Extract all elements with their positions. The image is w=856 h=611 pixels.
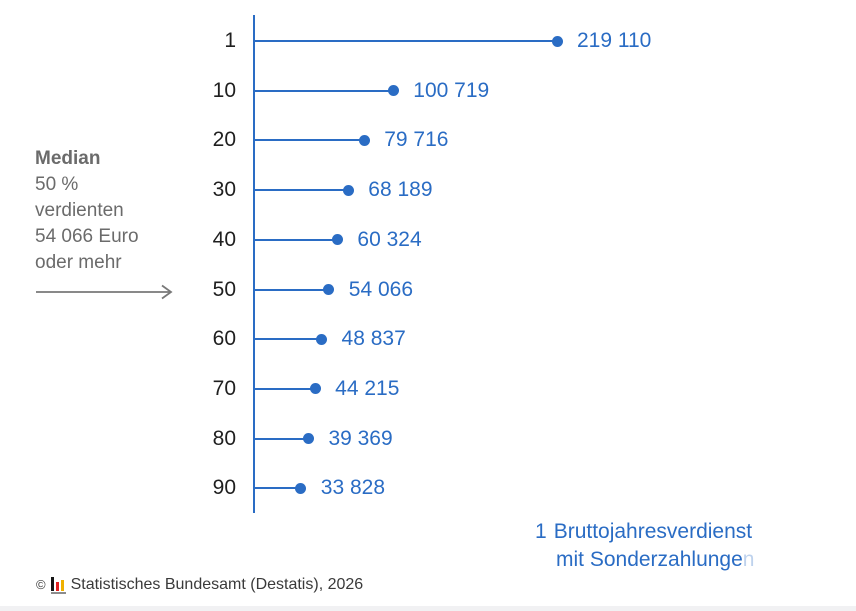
page-edge-strip bbox=[0, 606, 856, 611]
right-arrow-icon bbox=[35, 282, 205, 308]
annotation-title: Median bbox=[35, 148, 101, 169]
logo-bar-red bbox=[55, 582, 60, 591]
category-label: 60 bbox=[212, 327, 236, 351]
copyright-text: Statistisches Bundesamt (Destatis), 2026 bbox=[70, 576, 364, 593]
annotation-line: verdienten bbox=[35, 200, 124, 221]
value-label: 54 066 bbox=[348, 277, 413, 301]
data-point-dot bbox=[295, 482, 307, 494]
data-point-dot bbox=[316, 333, 328, 345]
data-point-dot bbox=[358, 134, 370, 146]
data-point-dot bbox=[551, 35, 563, 47]
footnote-line-2: mit Sonderzahlungen bbox=[556, 546, 754, 574]
lollipop-line bbox=[254, 387, 316, 390]
category-label: 30 bbox=[212, 178, 236, 202]
annotation-line: 54 066 Euro bbox=[35, 226, 139, 247]
category-label: 80 bbox=[212, 426, 236, 450]
value-label: 44 215 bbox=[335, 376, 400, 400]
logo-underline bbox=[50, 592, 66, 594]
category-label: 50 bbox=[212, 277, 236, 301]
value-label: 100 719 bbox=[413, 78, 490, 102]
value-label: 219 110 bbox=[577, 29, 652, 52]
footnote-line-1: 1 Bruttojahresverdienst bbox=[535, 518, 754, 546]
value-label: 39 369 bbox=[328, 426, 393, 450]
data-point-dot bbox=[302, 433, 314, 445]
data-point-dot bbox=[309, 383, 321, 395]
lollipop-line bbox=[254, 139, 365, 142]
category-label: 10 bbox=[212, 78, 236, 102]
annotation-line: 50 % bbox=[35, 174, 79, 195]
destatis-bar-chart-icon bbox=[50, 576, 66, 594]
copyright-line: © Statistisches Bundesamt (Destatis), 20… bbox=[36, 576, 363, 594]
value-label: 68 189 bbox=[368, 178, 433, 202]
data-point-dot bbox=[387, 85, 399, 97]
category-label: 90 bbox=[212, 476, 236, 500]
lollipop-line bbox=[254, 238, 338, 241]
lollipop-line bbox=[254, 288, 329, 291]
category-label: 40 bbox=[212, 227, 236, 251]
value-label: 79 716 bbox=[384, 128, 449, 152]
lollipop-line bbox=[254, 437, 309, 440]
value-label: 48 837 bbox=[341, 327, 406, 351]
footnote-text-2: mit Sonderzahlunge bbox=[556, 548, 743, 571]
footnote-clipped-char: n bbox=[742, 548, 755, 571]
value-label: 33 828 bbox=[320, 476, 385, 500]
value-label: 60 324 bbox=[357, 227, 422, 251]
median-annotation: Median 50 % verdienten 54 066 Euro oder … bbox=[35, 146, 205, 308]
category-label: 20 bbox=[212, 128, 236, 152]
data-point-dot bbox=[342, 184, 354, 196]
lollipop-line bbox=[254, 89, 394, 92]
copyright-symbol: © bbox=[36, 577, 46, 592]
logo-bar-black bbox=[50, 577, 55, 591]
category-label: 1 bbox=[224, 29, 236, 52]
logo-bar-gold bbox=[60, 579, 65, 591]
footnote-text-1: Bruttojahresverdienst bbox=[553, 520, 753, 543]
category-axis-line bbox=[253, 15, 255, 513]
category-label: 70 bbox=[212, 376, 236, 400]
chart-footnote: 1 Bruttojahresverdienst mit Sonderzahlung… bbox=[535, 518, 754, 574]
footnote-marker: 1 bbox=[535, 520, 547, 543]
data-point-dot bbox=[323, 284, 335, 295]
lollipop-line bbox=[254, 189, 349, 192]
lollipop-line bbox=[254, 338, 322, 341]
annotation-line: oder mehr bbox=[35, 252, 122, 273]
lollipop-line bbox=[254, 40, 557, 42]
data-point-dot bbox=[331, 234, 343, 246]
lollipop-line bbox=[254, 487, 301, 490]
